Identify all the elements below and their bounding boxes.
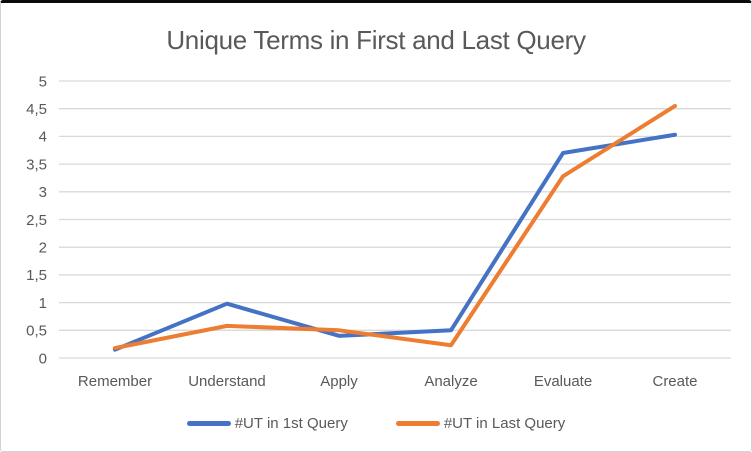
y-tick-label: 4,5: [26, 101, 47, 118]
y-tick-label: 4: [39, 129, 47, 146]
y-tick-label: 5: [39, 73, 47, 90]
y-tick-label: 0: [39, 350, 47, 367]
x-tick-label: Create: [652, 373, 697, 390]
y-tick-label: 3: [39, 184, 47, 201]
x-tick-label: Evaluate: [534, 373, 592, 390]
y-tick-label: 0,5: [26, 323, 47, 340]
y-tick-label: 2,5: [26, 212, 47, 229]
chart-title: Unique Terms in First and Last Query: [166, 25, 586, 55]
series-line-1: [113, 103, 677, 351]
y-tick-label: 1,5: [26, 267, 47, 284]
legend-item-ut-last-query: #UT in Last Query: [395, 414, 566, 432]
legend-label-ut-1st-query: #UT in 1st Query: [234, 414, 348, 432]
plot-area: 0 0,5 1 1,5 2 2,5 3 3,5 4 4,5 5 Remember Understand A…: [26, 73, 731, 390]
x-tick-label: Analyze: [424, 373, 477, 390]
legend-swatch-ut-last-query-line-icon: [395, 420, 440, 426]
y-tick-label: 3,5: [26, 156, 47, 173]
x-tick-label: Apply: [320, 373, 358, 390]
legend-item-ut-1st-query: #UT in 1st Query: [186, 414, 348, 432]
y-tick-label: 1: [39, 295, 47, 312]
legend: #UT in 1st Query #UT in Last Query: [1, 410, 751, 436]
x-tick-label: Remember: [78, 373, 152, 390]
legend-swatch-ut-1st-query-line-icon: [186, 420, 231, 426]
series-line-0: [113, 132, 677, 352]
legend-label-ut-last-query: #UT in Last Query: [443, 414, 566, 432]
y-tick-label: 2: [39, 239, 47, 256]
x-tick-label: Understand: [188, 373, 266, 390]
